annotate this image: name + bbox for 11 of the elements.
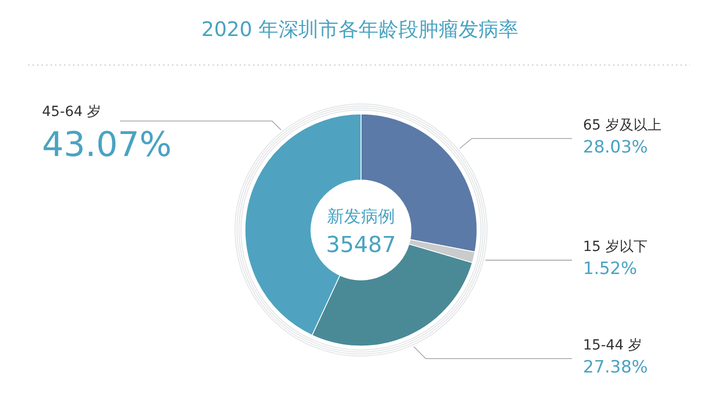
slice-label: 15-44 岁 [583, 338, 642, 354]
text: 35487 [326, 233, 396, 258]
slice-label: 15 岁以下 [583, 239, 648, 256]
text: 新发病例 [327, 207, 395, 227]
data-label: 27.38% [583, 358, 648, 378]
chart-title: 2020 年深圳市各年龄段肿瘤发病率 [201, 17, 519, 41]
data-label: 28.03% [583, 138, 648, 158]
data-label: 43.07% [42, 125, 172, 165]
data-label: 1.52% [583, 259, 638, 280]
slice-label: 65 岁及以上 [583, 118, 662, 134]
slice-label: 45-64 岁 [42, 104, 102, 120]
